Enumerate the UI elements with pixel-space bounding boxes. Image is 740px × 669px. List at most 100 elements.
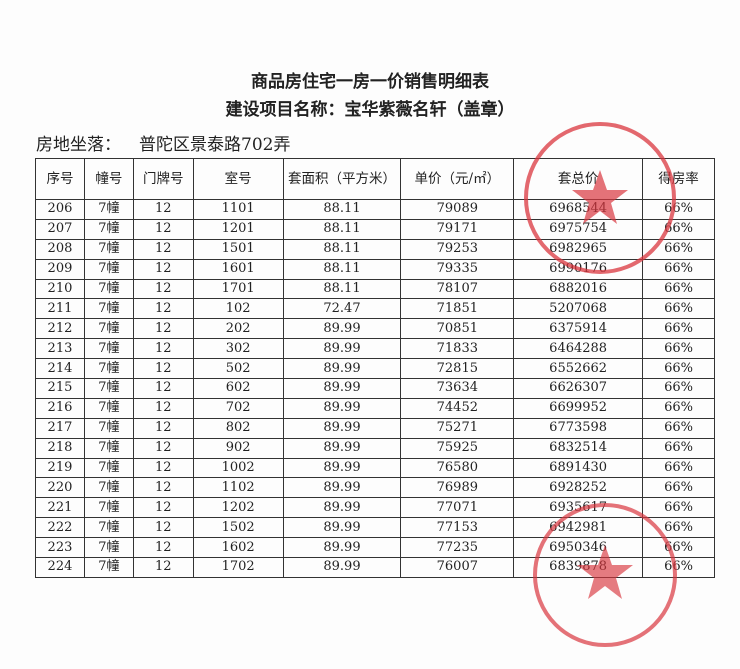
column-header: 套面积（平方米）	[282, 158, 402, 200]
table-cell: 79253	[400, 238, 515, 260]
table-cell: 79335	[400, 258, 515, 280]
table-cell: 7幢	[83, 338, 134, 360]
table-cell: 6990176	[513, 258, 644, 280]
table-cell: 66%	[642, 218, 715, 240]
table-cell: 79089	[400, 199, 515, 220]
table-cell: 89.99	[282, 477, 402, 499]
table-cell: 88.11	[282, 258, 402, 280]
table-row: 208 7幢 12 1501 88.11 79253 6982965 66%	[35, 238, 715, 260]
table-cell: 76989	[400, 477, 515, 499]
project-name: 建设项目名称：宝华紫薇名轩（盖章）	[225, 100, 515, 120]
table-cell: 89.99	[282, 358, 402, 380]
table-cell: 7幢	[83, 298, 134, 320]
table-cell: 75925	[400, 437, 515, 459]
table-cell: 89.99	[282, 397, 402, 419]
column-header: 单价（元/㎡）	[400, 158, 515, 200]
table-cell: 223	[35, 537, 85, 559]
table-cell: 7幢	[83, 397, 134, 419]
table-cell: 1701	[192, 278, 284, 300]
table-cell: 88.11	[282, 199, 402, 220]
table-row: 210 7幢 12 1701 88.11 78107 6882016 66%	[35, 278, 715, 300]
table-cell: 66%	[642, 318, 715, 340]
table-row: 206 7幢 12 1101 88.11 79089 6968544 66%	[35, 199, 715, 220]
table-cell: 66%	[642, 437, 715, 459]
table-cell: 1702	[192, 557, 284, 578]
table-cell: 71833	[400, 338, 515, 360]
table-row: 212 7幢 12 202 89.99 70851 6375914 66%	[35, 318, 715, 340]
table-cell: 7幢	[83, 258, 134, 280]
table-cell: 89.99	[282, 457, 402, 479]
column-header: 室号	[192, 158, 284, 200]
table-row: 207 7幢 12 1201 88.11 79171 6975754 66%	[35, 218, 715, 240]
table-cell: 66%	[642, 338, 715, 360]
table-cell: 12	[132, 358, 194, 380]
table-row: 209 7幢 12 1601 88.11 79335 6990176 66%	[35, 258, 715, 280]
table-cell: 1501	[192, 238, 284, 260]
table-cell: 7幢	[83, 517, 134, 539]
table-cell: 202	[192, 318, 284, 340]
table-cell: 12	[132, 417, 194, 439]
table-cell: 6975754	[513, 218, 644, 240]
table-cell: 89.99	[282, 437, 402, 459]
table-row: 224 7幢 12 1702 89.99 76007 6839878 66%	[35, 557, 715, 578]
table-cell: 1202	[192, 497, 284, 519]
table-cell: 302	[192, 338, 284, 360]
table-cell: 206	[35, 199, 85, 220]
table-cell: 89.99	[282, 517, 402, 539]
table-cell: 7幢	[83, 218, 134, 240]
table-cell: 212	[35, 318, 85, 340]
table-cell: 71851	[400, 298, 515, 320]
table-cell: 12	[132, 218, 194, 240]
table-cell: 12	[132, 497, 194, 519]
table-cell: 1002	[192, 457, 284, 479]
table-cell: 66%	[642, 378, 715, 399]
table-cell: 6942981	[513, 517, 644, 539]
table-cell: 66%	[642, 457, 715, 479]
table-cell: 216	[35, 397, 85, 419]
location-value: 普陀区景泰路702弄	[139, 135, 291, 155]
table-cell: 1201	[192, 218, 284, 240]
table-cell: 79171	[400, 218, 515, 240]
table-cell: 12	[132, 199, 194, 220]
table-row: 223 7幢 12 1602 89.99 77235 6950346 66%	[35, 537, 715, 559]
table-cell: 70851	[400, 318, 515, 340]
table-cell: 88.11	[282, 218, 402, 240]
table-cell: 66%	[642, 199, 715, 220]
table-cell: 6935617	[513, 497, 644, 519]
table-cell: 89.99	[282, 318, 402, 340]
table-cell: 76007	[400, 557, 515, 578]
table-cell: 12	[132, 238, 194, 260]
table-cell: 7幢	[83, 537, 134, 559]
table-cell: 6968544	[513, 199, 644, 220]
table-cell: 78107	[400, 278, 515, 300]
table-cell: 6626307	[513, 378, 644, 399]
table-cell: 66%	[642, 298, 715, 320]
table-cell: 66%	[642, 358, 715, 380]
table-cell: 88.11	[282, 238, 402, 260]
table-cell: 66%	[642, 397, 715, 419]
table-cell: 217	[35, 417, 85, 439]
table-row: 219 7幢 12 1002 89.99 76580 6891430 66%	[35, 457, 715, 479]
table-cell: 12	[132, 278, 194, 300]
table-cell: 7幢	[83, 457, 134, 479]
table-cell: 1601	[192, 258, 284, 280]
table-cell: 6552662	[513, 358, 644, 380]
table-cell: 210	[35, 278, 85, 300]
table-cell: 6950346	[513, 537, 644, 559]
table-cell: 12	[132, 477, 194, 499]
table-cell: 7幢	[83, 358, 134, 380]
table-cell: 7幢	[83, 497, 134, 519]
table-cell: 66%	[642, 557, 715, 578]
location-label: 房地坐落：	[36, 135, 121, 155]
table-cell: 12	[132, 517, 194, 539]
table-cell: 12	[132, 537, 194, 559]
table-cell: 89.99	[282, 537, 402, 559]
table-row: 213 7幢 12 302 89.99 71833 6464288 66%	[35, 338, 715, 360]
table-cell: 77071	[400, 497, 515, 519]
table-cell: 208	[35, 238, 85, 260]
table-cell: 12	[132, 298, 194, 320]
table-cell: 12	[132, 397, 194, 419]
table-cell: 12	[132, 338, 194, 360]
table-row: 211 7幢 12 102 72.47 71851 5207068 66%	[35, 298, 715, 320]
